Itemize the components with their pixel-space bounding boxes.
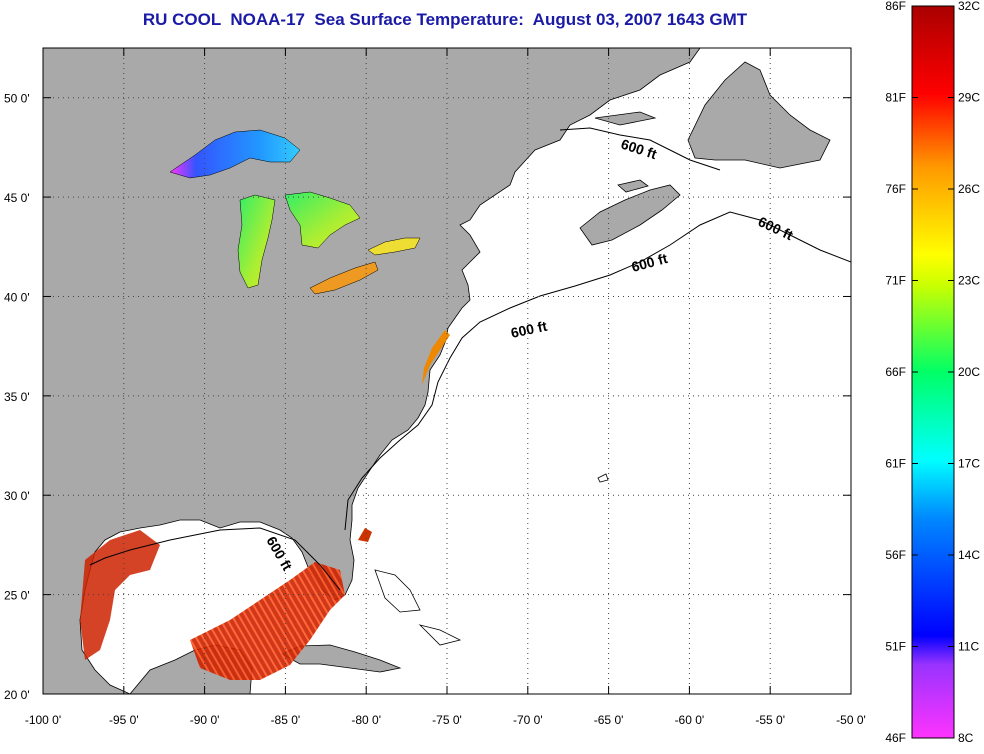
anticosti-island xyxy=(594,111,657,126)
lon-tick-label: -60 0' xyxy=(675,713,705,727)
lake-ontario xyxy=(367,237,421,256)
colorbar-celsius-label: 20C xyxy=(958,365,980,379)
lake-erie xyxy=(309,261,379,295)
newfoundland-land xyxy=(687,61,831,169)
colorbar-celsius-label: 11C xyxy=(958,640,979,654)
colorbar-fahrenheit-label: 86F xyxy=(885,0,906,13)
colorbar-celsius-label: 14C xyxy=(958,548,980,562)
lat-tick-label: 45 0' xyxy=(4,191,30,205)
lon-tick-label: -85 0' xyxy=(271,713,301,727)
bahamas-banks xyxy=(374,569,421,613)
lat-tick-label: 25 0' xyxy=(4,589,30,603)
nova-scotia-land xyxy=(579,184,681,246)
latitude-ticks: 50 0' 45 0' 40 0' 35 0' 30 0' 25 0' 20 0' xyxy=(4,92,30,702)
colorbar-celsius-label: 29C xyxy=(958,91,980,105)
isobath-600ft-stlawrence xyxy=(559,127,721,171)
lon-tick-label: -75 0' xyxy=(432,713,462,727)
pei-island xyxy=(617,179,649,193)
gulf-sst-west xyxy=(80,530,160,660)
colorbar-fahrenheit-label: 81F xyxy=(885,91,906,105)
colorbar-fahrenheit-label: 76F xyxy=(885,182,906,196)
lake-huron xyxy=(284,191,361,249)
bermuda xyxy=(597,473,609,483)
longitude-ticks: -100 0' -95 0' -90 0' -85 0' -80 0' -75 0' -70… xyxy=(25,713,866,727)
colorbar-celsius-label: 26C xyxy=(958,182,980,196)
colorbar-celsius-label: 8C xyxy=(958,731,974,745)
isobath-600ft-east xyxy=(344,211,851,531)
colorbar-celsius-label: 23C xyxy=(958,274,980,288)
colorbar-fahrenheit-label: 51F xyxy=(885,640,906,654)
lake-michigan xyxy=(237,194,276,289)
colorbar-ticks: 32C 86F 29C 81F 26C 76F 23C 71F 20C 66F 17C 61F 14C 5… xyxy=(885,0,980,745)
lon-tick-label: -70 0' xyxy=(513,713,543,727)
cuba-land xyxy=(281,644,402,673)
lat-tick-label: 50 0' xyxy=(4,92,30,106)
lat-tick-label: 35 0' xyxy=(4,390,30,404)
lon-tick-label: -65 0' xyxy=(594,713,624,727)
map-frame xyxy=(42,47,852,695)
isobath-600ft-gulf xyxy=(89,527,341,591)
lat-tick-label: 20 0' xyxy=(4,688,30,702)
north-america-land xyxy=(43,48,701,694)
colorbar-celsius-label: 17C xyxy=(958,457,980,471)
colorbar-celsius-label: 32C xyxy=(958,0,980,13)
lon-tick-label: -80 0' xyxy=(351,713,381,727)
colorbar-fahrenheit-label: 71F xyxy=(885,274,906,288)
colorbar-fahrenheit-label: 61F xyxy=(885,457,906,471)
map-title: RU COOL NOAA-17 Sea Surface Temperature:… xyxy=(142,10,748,29)
bahamas-banks-south xyxy=(418,624,462,646)
lat-tick-label: 40 0' xyxy=(4,290,30,304)
isobath-label-600ft: 600 ft xyxy=(509,318,548,341)
colorbar-fahrenheit-label: 56F xyxy=(885,548,906,562)
chesapeake-sst xyxy=(422,330,450,385)
atlantic-sst-patch xyxy=(358,528,372,542)
lon-tick-label: -100 0' xyxy=(25,713,61,727)
lake-superior xyxy=(169,129,301,179)
gulf-sst-east xyxy=(190,562,345,680)
colorbar-fahrenheit-label: 66F xyxy=(885,365,906,379)
colorbar-fahrenheit-label: 46F xyxy=(885,731,906,745)
lon-tick-label: -95 0' xyxy=(109,713,139,727)
lon-tick-label: -90 0' xyxy=(190,713,220,727)
lon-tick-label: -50 0' xyxy=(836,713,866,727)
colorbar xyxy=(911,5,955,739)
lon-tick-label: -55 0' xyxy=(755,713,785,727)
lat-tick-label: 30 0' xyxy=(4,489,30,503)
